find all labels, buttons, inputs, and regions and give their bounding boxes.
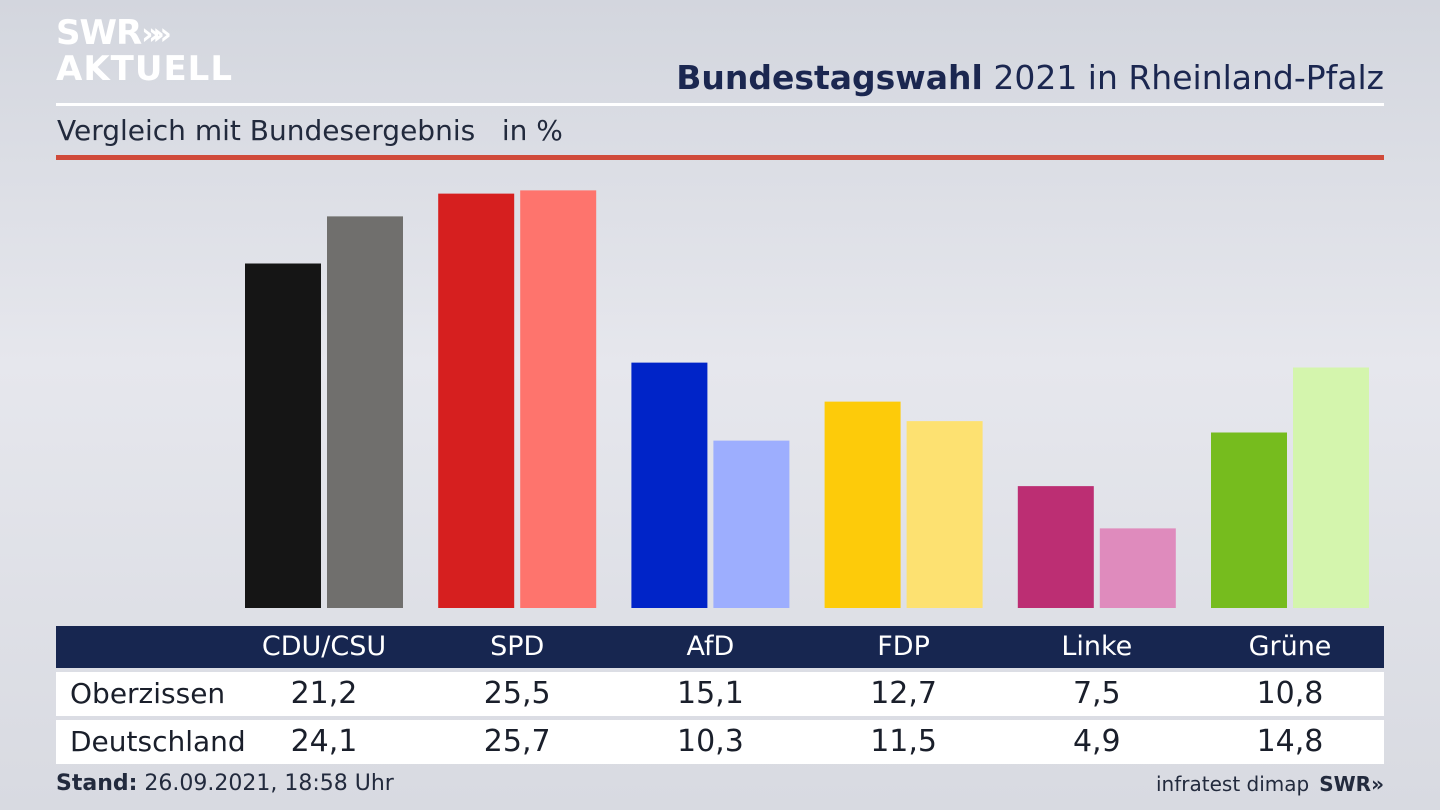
timestamp-value: 26.09.2021, 18:58 Uhr [137, 771, 394, 796]
column-header-linke: Linke [1061, 631, 1133, 662]
bar-spd-deutschland [520, 190, 597, 608]
value-deutschland-fdp: 11,5 [870, 724, 937, 759]
value-deutschland-afd: 10,3 [676, 724, 744, 759]
table-row-deutschland: Deutschland 24,1 25,7 10,3 11,5 4,9 14,8 [56, 720, 1384, 764]
source-name: infratest dimap [1156, 772, 1310, 796]
bar-fdp-deutschland [906, 421, 983, 608]
row-label: Oberzissen [70, 677, 226, 710]
table-row-oberzissen: Oberzissen 21,2 25,5 15,1 12,7 7,5 10,8 [56, 672, 1384, 716]
value-oberzissen-afd: 15,1 [676, 676, 744, 711]
column-header-gr-ne: Grüne [1248, 631, 1332, 662]
swr-brand-logo: SWR» [1319, 772, 1384, 796]
value-oberzissen-gr-ne: 10,8 [1256, 676, 1324, 711]
value-oberzissen-spd: 25,5 [483, 676, 551, 711]
bar-afd-oberzissen [631, 362, 708, 608]
bar-afd-deutschland [713, 440, 790, 608]
value-oberzissen-cdu-csu: 21,2 [290, 676, 358, 711]
timestamp-label: Stand: [56, 771, 138, 796]
source-credit: infratest dimap SWR» [1156, 772, 1384, 796]
timestamp: Stand: 26.09.2021, 18:58 Uhr [56, 771, 394, 796]
value-oberzissen-linke: 7,5 [1072, 676, 1121, 711]
title-bold: Bundestagswahl [676, 58, 983, 97]
bar-cdu-csu-deutschland [327, 216, 403, 608]
page-title: Bundestagswahl 2021 in Rheinland-Pfalz [676, 58, 1384, 97]
column-header-spd: SPD [490, 631, 545, 662]
bar-linke-oberzissen [1017, 486, 1094, 608]
bar-spd-oberzissen [438, 193, 515, 608]
accent-divider [56, 155, 1384, 160]
bar-fdp-oberzissen [824, 401, 901, 608]
title-divider [56, 103, 1384, 106]
bar-cdu-csu-oberzissen [245, 263, 321, 608]
value-deutschland-spd: 25,7 [483, 724, 551, 759]
logo-aktuell: AKTUELL [56, 49, 234, 89]
column-header-cdu-csu: CDU/CSU [261, 631, 387, 662]
results-table: CDU/CSU SPD AfD FDP Linke Grüne Oberzissen 21,… [56, 626, 1384, 764]
row-label: Deutschland [70, 725, 246, 758]
value-oberzissen-fdp: 12,7 [870, 676, 937, 711]
column-header-fdp: FDP [877, 631, 930, 662]
bar-linke-deutschland [1099, 528, 1176, 608]
value-deutschland-linke: 4,9 [1072, 724, 1121, 759]
swr-aktuell-logo: SWR»» AKTUELL [56, 16, 233, 86]
column-header-afd: AfD [686, 631, 735, 662]
chart-subtitle: Vergleich mit Bundesergebnis in % [57, 114, 563, 147]
title-rest: 2021 in Rheinland-Pfalz [982, 58, 1384, 97]
value-deutschland-cdu-csu: 24,1 [290, 724, 358, 759]
bar-gr-ne-deutschland [1293, 367, 1369, 608]
value-deutschland-gr-ne: 14,8 [1256, 724, 1324, 759]
logo-swr: SWR [56, 13, 142, 53]
table-header: CDU/CSU SPD AfD FDP Linke Grüne [56, 626, 1384, 668]
bar-gr-ne-oberzissen [1211, 432, 1287, 608]
